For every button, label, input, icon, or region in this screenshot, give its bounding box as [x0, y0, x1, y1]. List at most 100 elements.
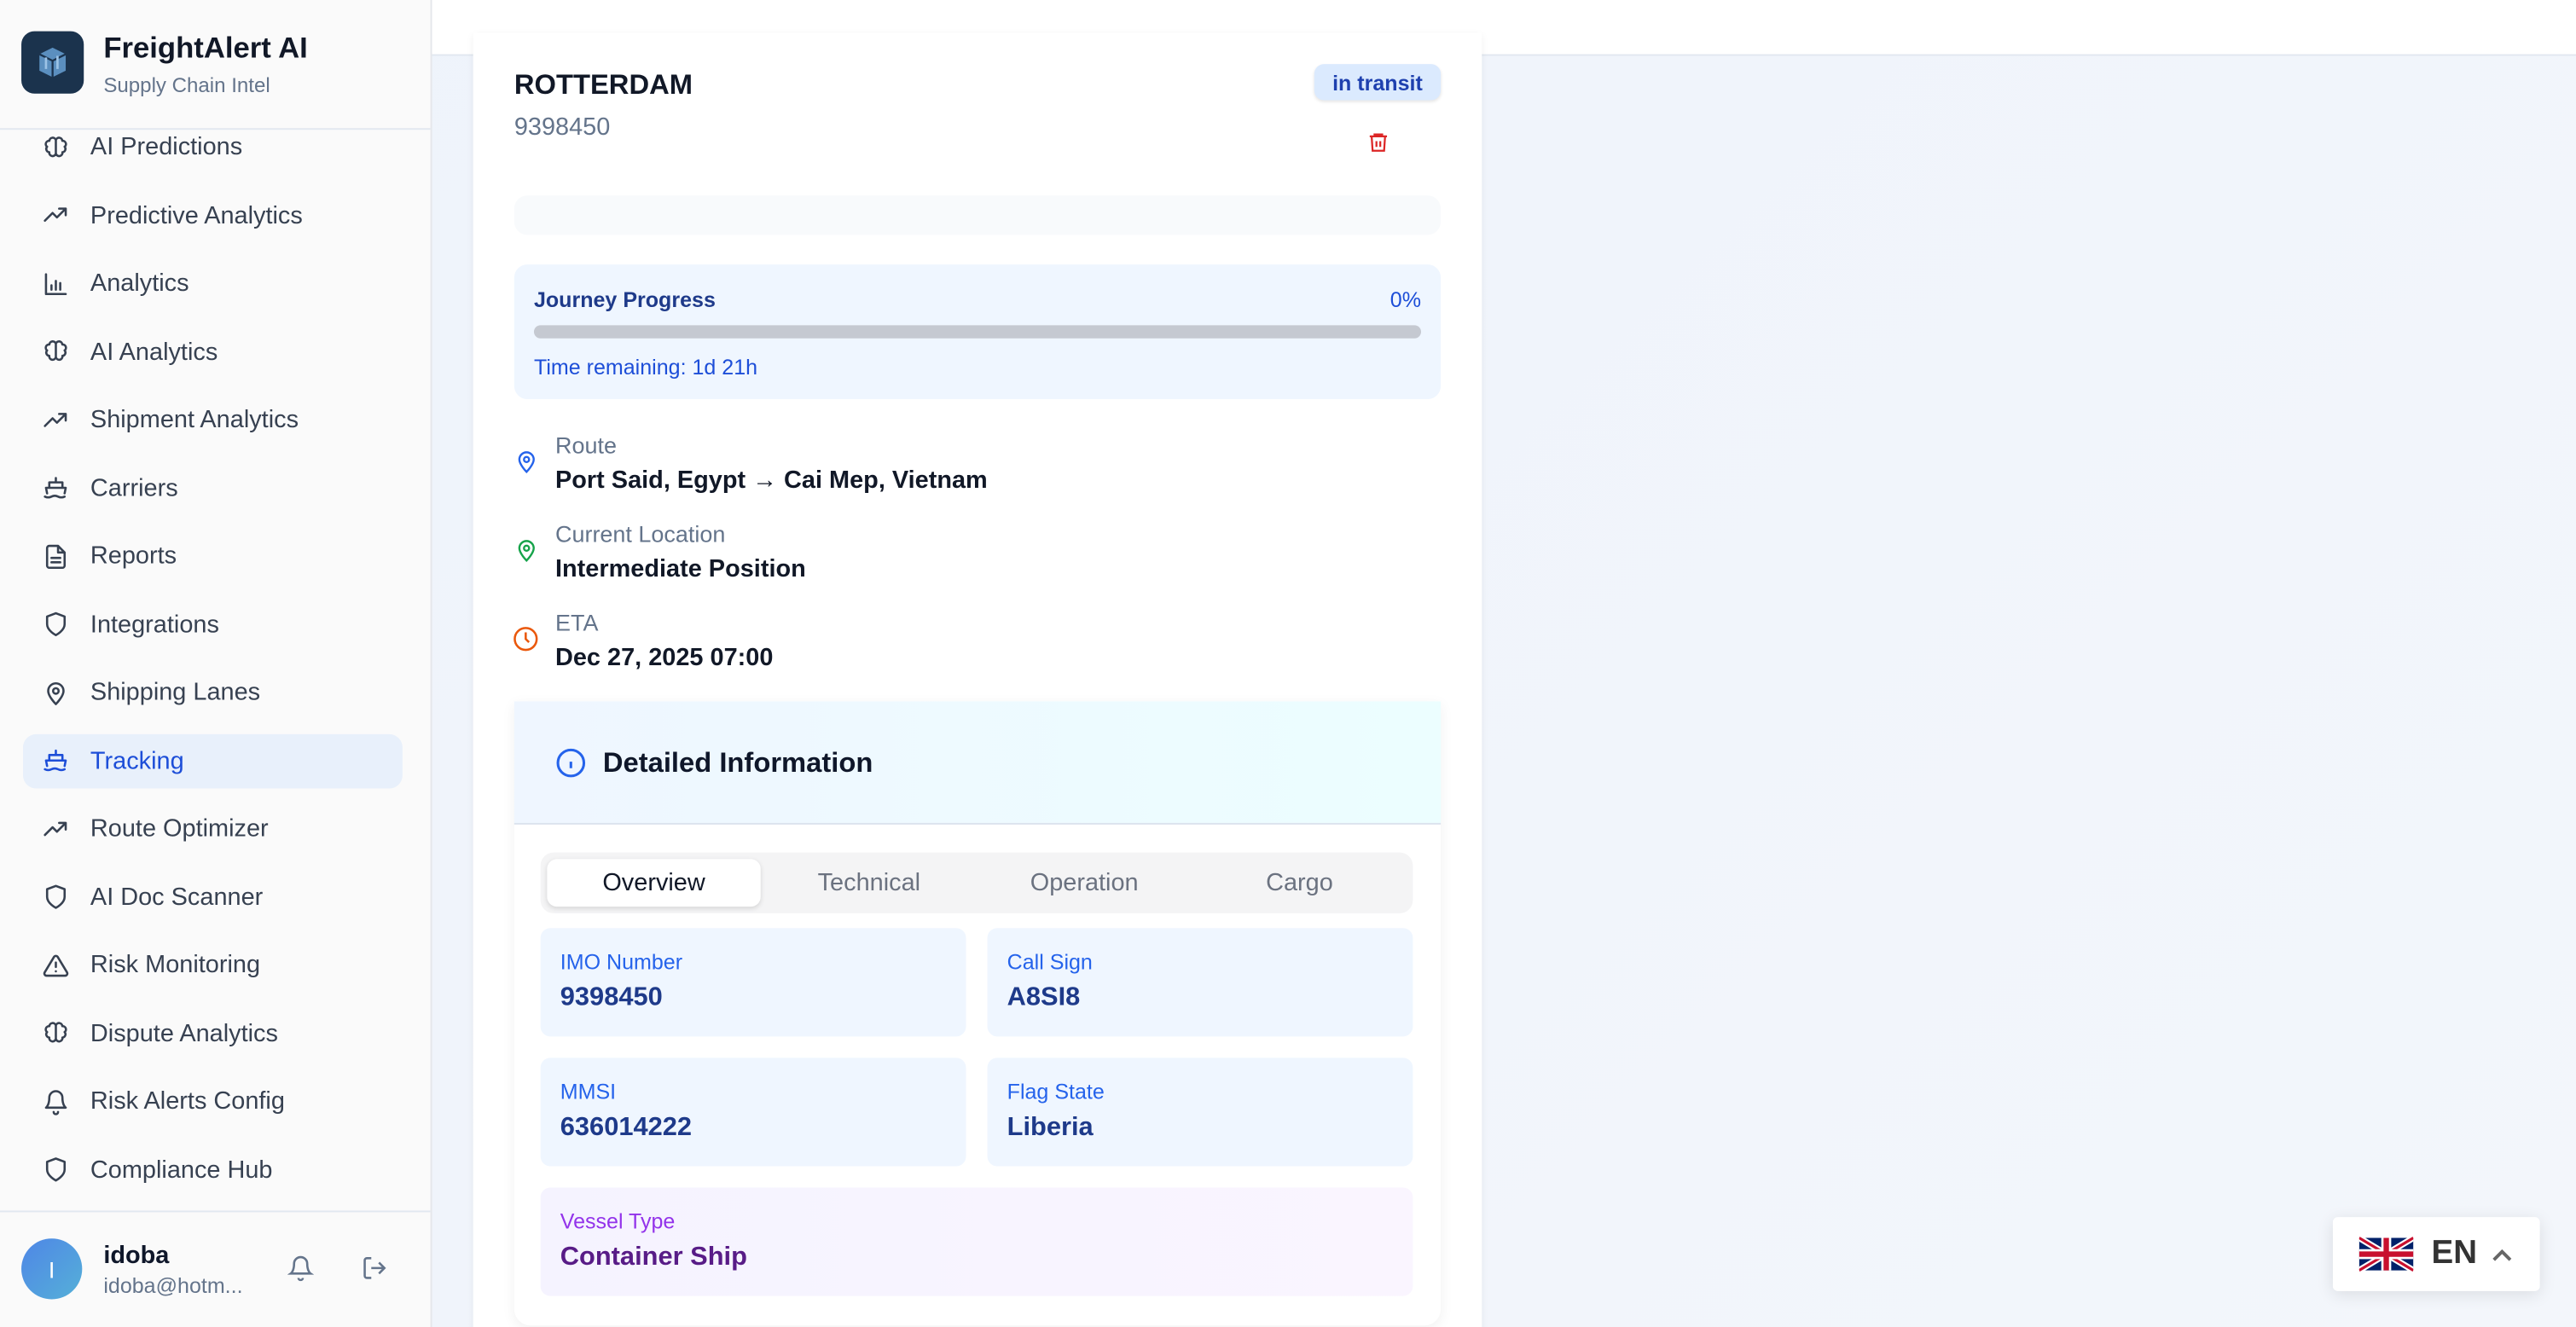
user-name: idoba: [103, 1242, 170, 1270]
divider: [0, 1210, 431, 1213]
map-pin-icon: [518, 451, 535, 473]
divider: [0, 128, 431, 130]
trending-up-icon: [44, 412, 67, 426]
alert-triangle-icon: [43, 953, 69, 976]
tab-overview[interactable]: Overview: [547, 859, 761, 907]
sidebar-item-label: Carriers: [90, 473, 178, 502]
time-remaining: Time remaining: 1d 21h: [533, 355, 758, 380]
sidebar-item-analytics[interactable]: Analytics: [23, 256, 403, 310]
file-text-icon: [45, 543, 67, 569]
sidebar-item-reports[interactable]: Reports: [23, 529, 403, 583]
bell-icon[interactable]: [287, 1255, 314, 1282]
sidebar-item-integrations[interactable]: Integrations: [23, 597, 403, 652]
sidebar-item-route-optimizer[interactable]: Route Optimizer: [23, 802, 403, 856]
sidebar-item-label: AI Predictions: [90, 133, 243, 161]
shield-icon: [45, 884, 67, 909]
tab-list: Overview Technical Operation Cargo: [540, 852, 1413, 913]
field-value: A8SI8: [1007, 983, 1081, 1012]
sidebar-item-tracking[interactable]: Tracking: [22, 733, 403, 788]
sidebar-item-ai-predictions[interactable]: AI Predictions: [23, 120, 403, 175]
progress-label: Journey Progress: [533, 287, 716, 312]
sidebar-item-label: AI Analytics: [90, 337, 218, 366]
sidebar: FreightAlert AI Supply Chain Intel AI Pr…: [0, 0, 432, 1327]
field-call-sign: Call Sign A8SI8: [987, 928, 1413, 1037]
uk-flag-icon: [2358, 1235, 2414, 1273]
field-value: 9398450: [560, 983, 663, 1012]
info-icon: [556, 748, 586, 778]
sidebar-item-risk-monitoring[interactable]: Risk Monitoring: [23, 938, 403, 993]
eta-value: Dec 27, 2025 07:00: [554, 643, 774, 672]
brain-icon: [44, 136, 67, 157]
ship-icon: [44, 749, 67, 772]
user-email: idoba@hotm...: [103, 1272, 243, 1298]
shield-icon: [45, 1157, 67, 1182]
brain-icon: [44, 340, 67, 362]
map-pin-icon: [47, 681, 65, 704]
app-logo: [21, 31, 84, 94]
progress-percent: 0%: [1390, 287, 1422, 312]
bar-chart-icon: [44, 272, 67, 295]
journey-progress: Journey Progress 0% Time remaining: 1d 2…: [513, 264, 1442, 400]
tab-cargo[interactable]: Cargo: [1266, 868, 1333, 897]
sidebar-item-shipment-analytics[interactable]: Shipment Analytics: [23, 392, 403, 447]
field-vessel-type: Vessel Type Container Ship: [540, 1187, 1413, 1296]
field-label: Flag State: [1007, 1079, 1105, 1104]
eta-label: ETA: [554, 609, 599, 636]
detail-header: Detailed Information: [513, 701, 1442, 825]
clock-icon: [513, 627, 538, 652]
bell-icon: [44, 1089, 67, 1115]
map-pin-icon: [518, 540, 535, 562]
field-flag-state: Flag State Liberia: [987, 1058, 1413, 1167]
avatar[interactable]: I: [21, 1238, 83, 1300]
field-value: Liberia: [1007, 1113, 1094, 1142]
location-label: Current Location: [554, 520, 726, 548]
tab-technical[interactable]: Technical: [817, 868, 921, 897]
logout-icon[interactable]: [362, 1255, 388, 1281]
app-name: FreightAlert AI: [103, 31, 308, 65]
field-label: MMSI: [560, 1079, 617, 1104]
sidebar-item-label: Integrations: [90, 610, 219, 639]
sidebar-item-label: Risk Monitoring: [90, 951, 261, 979]
sidebar-item-label: AI Doc Scanner: [90, 883, 264, 911]
sidebar-item-risk-alerts-config[interactable]: Risk Alerts Config: [23, 1075, 403, 1129]
shield-icon: [45, 611, 67, 637]
sidebar-item-predictive-analytics[interactable]: Predictive Analytics: [23, 188, 403, 243]
vessel-imo: 9398450: [513, 113, 611, 142]
language-code: EN: [2431, 1235, 2478, 1272]
logo-cube-icon: [38, 47, 67, 78]
trash-icon[interactable]: [1366, 130, 1390, 154]
sidebar-item-label: Shipment Analytics: [90, 405, 299, 434]
sidebar-item-compliance-hub[interactable]: Compliance Hub: [23, 1143, 403, 1197]
sidebar-item-label: Tracking: [90, 746, 184, 775]
sidebar-item-dispute-analytics[interactable]: Dispute Analytics: [23, 1006, 403, 1061]
app-tagline: Supply Chain Intel: [103, 73, 270, 97]
sidebar-item-ai-analytics[interactable]: AI Analytics: [23, 324, 403, 379]
detailed-information: Detailed Information Overview Technical …: [513, 701, 1442, 1326]
sidebar-item-label: Shipping Lanes: [90, 678, 261, 707]
language-switcher[interactable]: EN: [2332, 1217, 2540, 1291]
route-value: Port Said, Egypt → Cai Mep, Vietnam: [554, 466, 988, 495]
chevron-up-icon: [2492, 1248, 2511, 1260]
tab-operation[interactable]: Operation: [1030, 868, 1139, 897]
trending-up-icon: [44, 207, 67, 223]
sidebar-item-label: Compliance Hub: [90, 1155, 273, 1184]
progress-bar: [533, 325, 1422, 339]
field-value: Container Ship: [560, 1243, 747, 1272]
detail-title: Detailed Information: [602, 747, 873, 779]
sidebar-item-shipping-lanes[interactable]: Shipping Lanes: [23, 665, 403, 720]
sidebar-item-label: Analytics: [90, 269, 189, 298]
sidebar-item-label: Risk Alerts Config: [90, 1087, 285, 1115]
brain-icon: [44, 1022, 67, 1043]
sidebar-item-carriers[interactable]: Carriers: [23, 461, 403, 515]
vessel-name: ROTTERDAM: [513, 68, 693, 101]
sidebar-item-label: Route Optimizer: [90, 814, 269, 843]
sidebar-item-label: Dispute Analytics: [90, 1019, 278, 1047]
field-value: 636014222: [560, 1113, 693, 1142]
sidebar-item-ai-doc-scanner[interactable]: AI Doc Scanner: [23, 870, 403, 924]
ship-icon: [44, 477, 67, 499]
status-badge: in transit: [1314, 64, 1442, 101]
field-label: Call Sign: [1007, 949, 1093, 975]
field-label: Vessel Type: [560, 1208, 676, 1234]
sidebar-item-label: Reports: [90, 542, 177, 571]
location-value: Intermediate Position: [554, 554, 806, 583]
